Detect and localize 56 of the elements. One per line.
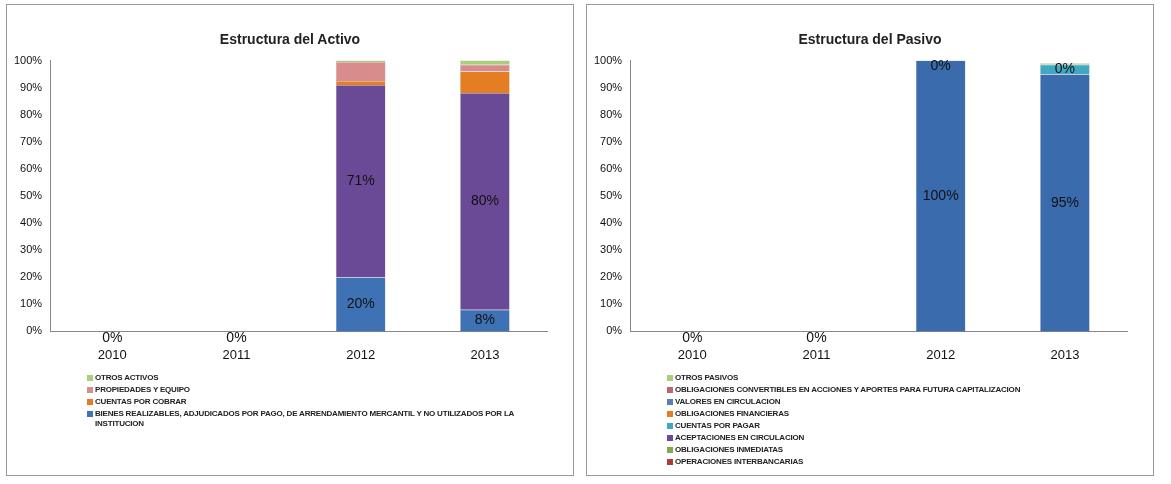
y-tick-label: 60% — [20, 161, 43, 174]
legend-label: OBLIGACIONES FINANCIERAS — [675, 409, 789, 419]
y-tick-label: 50% — [20, 189, 43, 202]
y-tick-label: 40% — [600, 216, 623, 229]
x-tick-label: 2012 — [346, 346, 376, 362]
y-tick-label: 80% — [600, 107, 623, 120]
y-tick-label: 80% — [20, 107, 43, 120]
y-tick-label: 0% — [606, 324, 623, 337]
data-label: 71% — [346, 171, 375, 188]
y-tick-label: 10% — [600, 297, 623, 310]
x-tick-label: 2012 — [926, 346, 956, 362]
y-tick-label: 20% — [20, 270, 43, 283]
y-tick-label: 100% — [13, 53, 43, 66]
data-label: 0% — [806, 329, 827, 346]
legend-label: CUENTAS POR PAGAR — [675, 421, 760, 431]
y-tick-label: 50% — [600, 189, 623, 202]
y-tick-label: 90% — [20, 80, 43, 93]
legend-label: OPERACIONES INTERBANCARIAS — [675, 457, 804, 467]
legend-label: CUENTAS POR COBRAR — [95, 397, 187, 407]
legend-label: ACEPTACIONES EN CIRCULACION — [675, 433, 805, 443]
x-tick-label: 2011 — [222, 346, 251, 362]
y-tick-label: 30% — [600, 243, 623, 256]
y-tick-label: 90% — [600, 80, 623, 93]
legend-label: OTROS ACTIVOS — [95, 373, 159, 383]
legend-label: PROPIEDADES Y EQUIPO — [95, 385, 190, 395]
y-tick-label: 60% — [600, 161, 623, 174]
legend-label: OBLIGACIONES INMEDIATAS — [675, 445, 783, 455]
legend-label: BIENES REALIZABLES, ADJUDICADOS POR PAGO, DE ARRENDAMIENTO MERCANTIL Y NO UTILIZADOS POR LA INSTITUCION — [95, 409, 515, 429]
data-label: 0% — [682, 329, 703, 346]
x-tick-label: 2013 — [1050, 346, 1080, 362]
data-label: 0% — [1054, 60, 1076, 77]
y-tick-label: 70% — [20, 134, 43, 147]
y-tick-label: 30% — [20, 243, 43, 256]
data-label: 20% — [346, 295, 375, 312]
y-tick-label: 70% — [600, 134, 623, 147]
data-label: 0% — [226, 329, 247, 346]
data-label: 8% — [474, 311, 496, 328]
y-tick-label: 40% — [20, 216, 43, 229]
x-tick-label: 2011 — [802, 346, 831, 362]
legend-label: OTROS PASIVOS — [675, 373, 739, 383]
y-tick-label: 0% — [26, 324, 43, 337]
data-label: 0% — [930, 57, 951, 74]
data-label: 95% — [1050, 193, 1079, 210]
y-tick-label: 100% — [593, 53, 623, 66]
x-tick-label: 2013 — [470, 346, 500, 362]
y-tick-label: 10% — [20, 297, 43, 310]
chart-title: Estructura del Activo — [218, 31, 362, 49]
x-tick-label: 2010 — [97, 346, 127, 362]
data-label: 0% — [102, 329, 123, 346]
y-tick-label: 20% — [600, 270, 623, 283]
legend-label: VALORES EN CIRCULACION — [675, 397, 781, 407]
data-label: 80% — [470, 192, 499, 209]
legend-label: OBLIGACIONES CONVERTIBLES EN ACCIONES Y APORTES PARA FUTURA CAPITALIZACION — [675, 385, 1021, 395]
x-tick-label: 2010 — [677, 346, 707, 362]
chart-title: Estructura del Pasivo — [797, 31, 943, 49]
data-label: 100% — [922, 186, 959, 203]
